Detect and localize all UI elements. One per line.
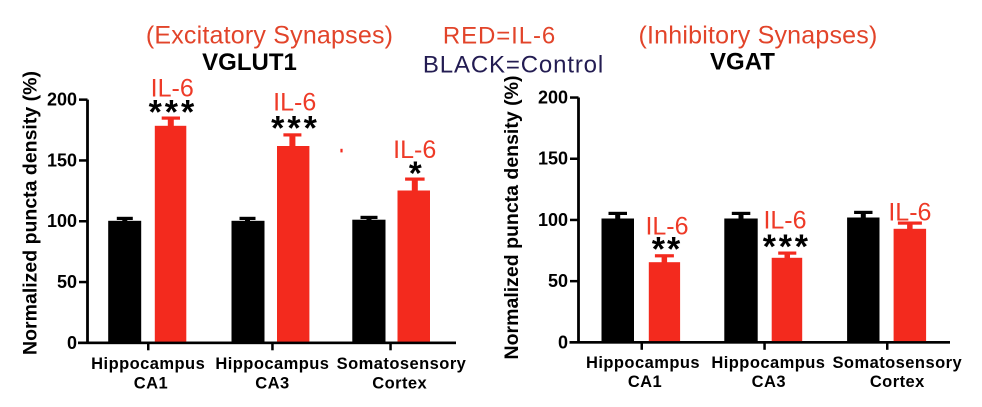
svg-text:IL-6: IL-6 [645,213,688,241]
svg-text:RED=IL-6: RED=IL-6 [443,23,556,50]
svg-text:0: 0 [67,333,77,353]
svg-text:*: * [763,228,777,266]
svg-text:BLACK=Control: BLACK=Control [423,52,604,79]
svg-text:Hippocampus: Hippocampus [711,354,825,372]
svg-text:Hippocampus: Hippocampus [91,355,205,373]
svg-text:VGLUT1: VGLUT1 [202,49,297,76]
svg-text:50: 50 [57,272,77,292]
svg-text:*: * [409,154,422,191]
svg-text:Somatosensory: Somatosensory [337,355,467,373]
svg-text:Hippocampus: Hippocampus [586,354,700,372]
svg-text:CA1: CA1 [134,375,168,393]
svg-text:*: * [667,231,681,269]
svg-text:(Excitatory Synapses): (Excitatory Synapses) [146,22,393,50]
svg-text:CA3: CA3 [255,375,289,393]
svg-text:IL-6: IL-6 [273,89,316,117]
svg-text:200: 200 [538,88,568,108]
svg-text:150: 150 [538,149,568,169]
svg-text:*: * [652,231,666,269]
svg-text:*: * [795,228,809,266]
svg-text:Somatosensory: Somatosensory [832,354,962,372]
svg-text:*: * [165,94,179,132]
svg-text:Cortex: Cortex [372,375,427,393]
svg-text:VGAT: VGAT [710,49,775,76]
svg-text:CA1: CA1 [628,373,662,391]
svg-text:Hippocampus: Hippocampus [215,355,329,373]
svg-text:50: 50 [548,271,568,291]
svg-text:200: 200 [47,90,77,110]
svg-text:150: 150 [47,150,77,170]
svg-text:*: * [149,94,163,132]
svg-text:Normalized puncta density (%): Normalized puncta density (%) [501,76,523,360]
svg-text:*: * [287,109,301,147]
svg-text:Normalized puncta density (%): Normalized puncta density (%) [19,71,41,355]
svg-text:0: 0 [558,332,568,352]
svg-text:*: * [181,94,195,132]
svg-text:IL-6: IL-6 [888,198,931,226]
svg-text:*: * [779,228,793,266]
svg-text:CA3: CA3 [752,373,786,391]
svg-text:IL-6: IL-6 [393,136,436,164]
svg-text:100: 100 [538,210,568,230]
svg-text:(Inhibitory Synapses): (Inhibitory Synapses) [638,22,877,50]
svg-text:Cortex: Cortex [870,373,925,391]
svg-text:IL-6: IL-6 [151,75,194,103]
svg-text:*: * [304,109,318,147]
svg-text:*: * [271,109,285,147]
svg-text:IL-6: IL-6 [763,206,806,234]
svg-text:100: 100 [47,211,77,231]
